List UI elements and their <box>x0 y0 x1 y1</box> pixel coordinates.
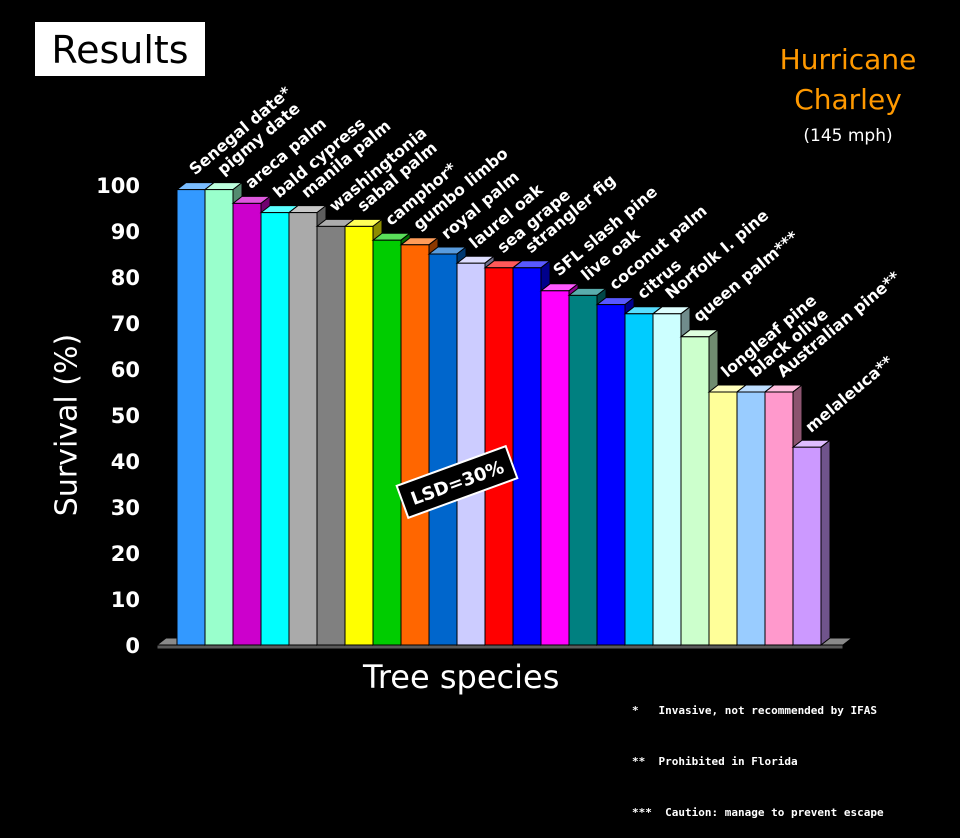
y-tick-label: 30 <box>111 496 140 520</box>
x-axis-label: Tree species <box>363 658 560 696</box>
y-tick-label: 0 <box>125 634 140 658</box>
footnote-prohibited: ** Prohibited in Florida <box>632 755 798 768</box>
bar <box>400 244 430 646</box>
hurricane-title-line2: Charley <box>794 83 902 116</box>
bar <box>372 239 402 646</box>
y-tick-label: 60 <box>111 358 140 382</box>
y-tick-label: 70 <box>111 312 140 336</box>
bar <box>764 391 794 646</box>
bar <box>596 304 626 646</box>
y-tick-label: 10 <box>111 588 140 612</box>
bar <box>316 225 346 646</box>
chart-floor-edge <box>156 644 844 650</box>
y-tick-label: 100 <box>96 174 140 198</box>
bar <box>288 212 318 646</box>
bar <box>232 202 262 646</box>
bar <box>624 313 654 646</box>
bar <box>344 225 374 646</box>
bar-side <box>820 439 831 647</box>
bar <box>708 391 738 646</box>
hurricane-title-line1: Hurricane <box>779 43 917 76</box>
bar <box>652 313 682 646</box>
bar <box>428 253 458 646</box>
bar <box>792 446 822 646</box>
results-title-box: Results <box>33 20 207 78</box>
footnote-caution: *** Caution: manage to prevent escape <box>632 806 884 819</box>
bar <box>680 336 710 646</box>
category-label: melaleuca** <box>801 352 897 437</box>
y-tick-label: 20 <box>111 542 140 566</box>
y-tick-label: 40 <box>111 450 140 474</box>
bar <box>176 189 206 646</box>
bar <box>260 212 290 646</box>
y-tick-label: 50 <box>111 404 140 428</box>
bar <box>512 267 542 646</box>
lsd-badge-box <box>395 444 519 520</box>
bar <box>568 294 598 646</box>
y-tick-label: 80 <box>111 266 140 290</box>
footnote-invasive: * Invasive, not recommended by IFAS <box>632 704 878 717</box>
bar <box>456 262 486 646</box>
bar <box>736 391 766 646</box>
hurricane-speed: (145 mph) <box>803 126 893 146</box>
hurricane-title: Hurricane Charley <box>748 40 948 120</box>
bar <box>204 189 234 646</box>
y-tick-label: 90 <box>111 220 140 244</box>
bar <box>540 290 570 646</box>
